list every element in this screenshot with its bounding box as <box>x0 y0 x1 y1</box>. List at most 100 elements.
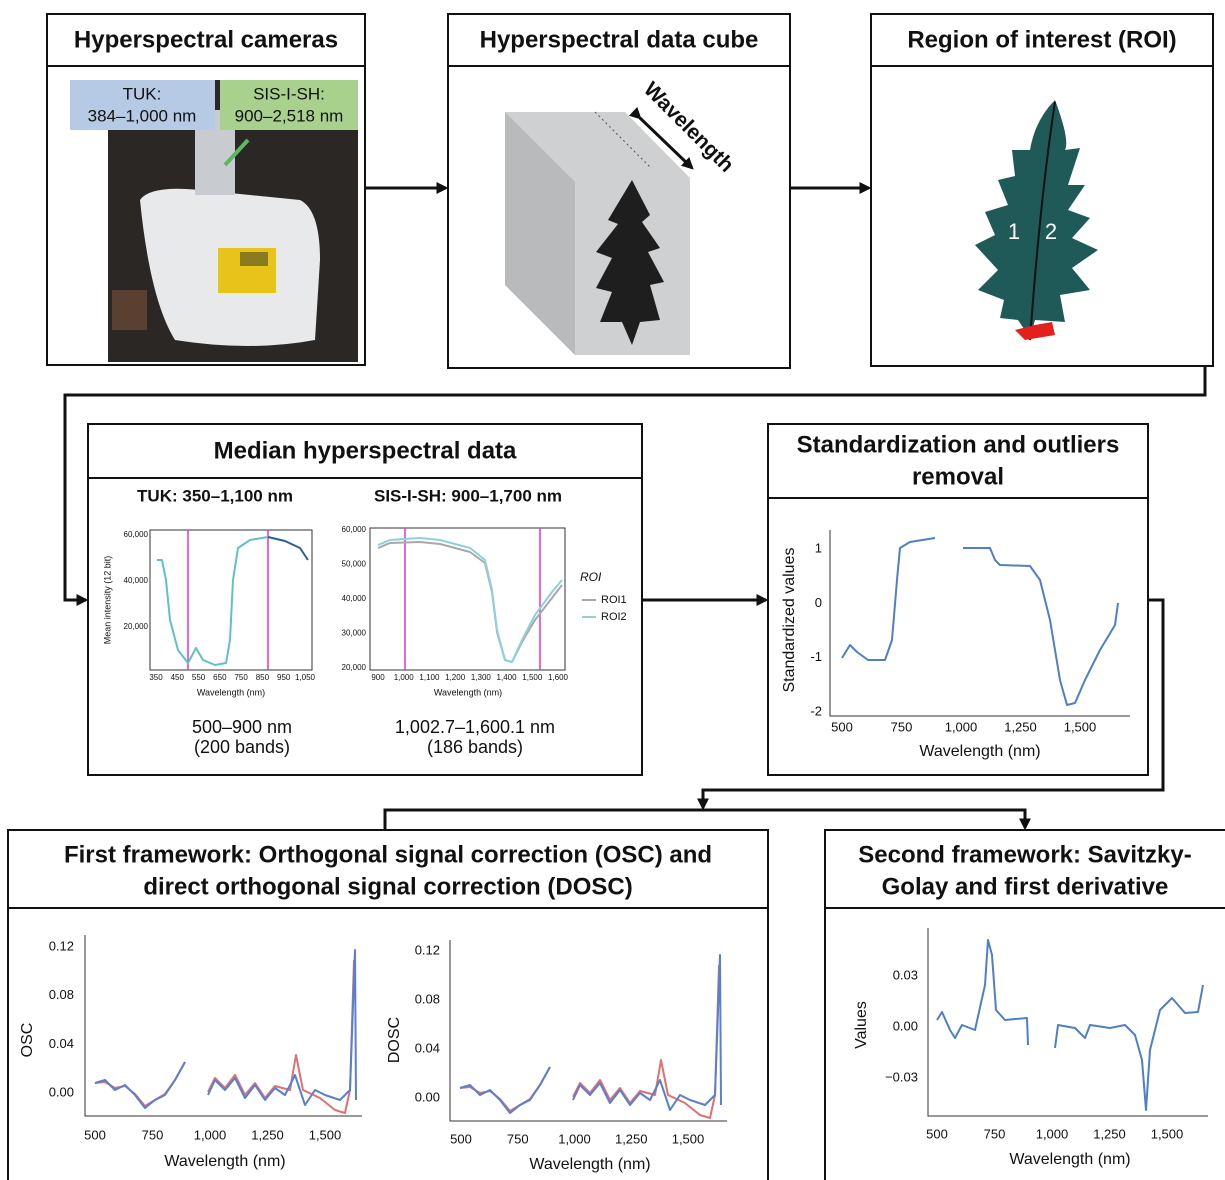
y-axis-label: Standardized values <box>781 548 798 693</box>
x-tick-label: 1,000 <box>945 719 978 734</box>
x-tick-label: 1,400 <box>497 673 518 682</box>
y-tick-label: -2 <box>810 703 822 718</box>
band-range: 500–900 nm <box>192 717 292 737</box>
x-tick-label: 500 <box>926 1126 948 1141</box>
callout-label: 900–2,518 nm <box>235 106 344 125</box>
panel-title: Hyperspectral cameras <box>74 26 338 53</box>
y-tick-label: 60,000 <box>342 525 367 534</box>
band-range: 1,002.7–1,600.1 nm <box>395 717 555 737</box>
callout-label: SIS-I-SH: <box>253 84 325 103</box>
y-tick-label: 1 <box>815 540 822 555</box>
callout-label: 384–1,000 nm <box>88 106 197 125</box>
x-tick-label: 1,250 <box>251 1127 284 1142</box>
y-tick-label: 0.00 <box>415 1089 440 1104</box>
y-tick-label: 50,000 <box>342 560 367 569</box>
y-tick-label: 0.04 <box>415 1040 440 1055</box>
legend-title: ROI <box>580 570 602 584</box>
y-tick-label: 0.12 <box>49 938 74 953</box>
legend-entry: ROI2 <box>601 611 627 623</box>
x-tick-label: 1,600 <box>548 673 569 682</box>
x-axis-label: Wavelength (nm) <box>529 1156 650 1173</box>
x-axis-label: Wavelength (nm) <box>197 687 265 697</box>
x-tick-label: 900 <box>371 673 385 682</box>
x-tick-label: 650 <box>213 673 227 682</box>
x-tick-label: 500 <box>450 1131 472 1146</box>
y-tick-label: 40,000 <box>124 576 149 585</box>
y-axis-label: OSC <box>19 1023 36 1058</box>
y-axis-label: DOSC <box>386 1017 403 1063</box>
x-tick-label: 1,100 <box>419 673 440 682</box>
panel-first-framework: First framework: Orthogonal signal corre… <box>8 830 768 1180</box>
y-tick-label: 0.08 <box>415 991 440 1006</box>
x-tick-label: 1,500 <box>672 1131 705 1146</box>
panel-title: Golay and first derivative <box>882 873 1169 900</box>
region-label: 2 <box>1045 219 1057 244</box>
figure: Hyperspectral cameras TUK: 384–1,000 nm … <box>0 0 1225 1180</box>
x-axis-label: Wavelength (nm) <box>919 743 1040 760</box>
x-tick-label: 1,500 <box>522 673 543 682</box>
x-tick-label: 750 <box>234 673 248 682</box>
x-tick-label: 1,250 <box>1004 719 1037 734</box>
panel-title: Hyperspectral data cube <box>480 26 759 53</box>
x-tick-label: 1,300 <box>471 673 492 682</box>
panel-title: removal <box>912 463 1004 490</box>
x-tick-label: 1,000 <box>558 1131 591 1146</box>
y-tick-label: 60,000 <box>124 530 149 539</box>
x-tick-label: 750 <box>984 1126 1006 1141</box>
x-tick-label: 450 <box>171 673 185 682</box>
panel-title: First framework: Orthogonal signal corre… <box>64 841 712 868</box>
legend-entry: ROI1 <box>601 594 627 606</box>
x-tick-label: 1,000 <box>194 1127 227 1142</box>
x-tick-label: 1,250 <box>1093 1126 1126 1141</box>
x-tick-label: 850 <box>256 673 270 682</box>
y-tick-label: 40,000 <box>342 594 367 603</box>
x-tick-label: 500 <box>84 1127 106 1142</box>
x-tick-label: 500 <box>831 719 853 734</box>
plot-subtitle: SIS-I-SH: 900–1,700 nm <box>374 486 562 505</box>
x-tick-label: 750 <box>142 1127 164 1142</box>
panel-cameras: Hyperspectral cameras TUK: 384–1,000 nm … <box>47 14 365 365</box>
x-tick-label: 1,500 <box>1151 1126 1184 1141</box>
panel-data-cube: Hyperspectral data cube Wavelength <box>448 14 790 368</box>
x-axis-label: Wavelength (nm) <box>164 1153 285 1170</box>
y-tick-label: 20,000 <box>342 663 367 672</box>
y-tick-label: 0.00 <box>49 1084 74 1099</box>
y-tick-label: 0.03 <box>893 967 918 982</box>
x-axis-label: Wavelength (nm) <box>434 687 502 697</box>
x-tick-label: 550 <box>192 673 206 682</box>
y-tick-label: 0.08 <box>49 987 74 1002</box>
y-tick-label: 30,000 <box>342 629 367 638</box>
x-tick-label: 350 <box>149 673 163 682</box>
y-tick-label: 0.12 <box>415 942 440 957</box>
x-tick-label: 1,250 <box>615 1131 648 1146</box>
x-tick-label: 1,000 <box>1036 1126 1069 1141</box>
x-tick-label: 950 <box>277 673 291 682</box>
y-tick-label: −0.03 <box>885 1069 918 1084</box>
y-tick-label: 0.00 <box>893 1018 918 1033</box>
y-tick-label: 20,000 <box>124 622 149 631</box>
panel-title: Region of interest (ROI) <box>907 26 1176 53</box>
x-tick-label: 750 <box>891 719 913 734</box>
y-axis-label: Mean intensity (12 bit) <box>102 556 112 645</box>
y-tick-label: 0.04 <box>49 1036 74 1051</box>
x-tick-label: 1,200 <box>445 673 466 682</box>
x-tick-label: 750 <box>507 1131 529 1146</box>
x-tick-label: 1,500 <box>309 1127 342 1142</box>
x-tick-label: 1,000 <box>394 673 415 682</box>
panel-title: direct orthogonal signal correction (DOS… <box>143 873 632 900</box>
y-axis-label: Values <box>853 1001 870 1049</box>
region-label: 1 <box>1008 219 1020 244</box>
panel-title: Standardization and outliers <box>797 431 1120 458</box>
panel-roi: Region of interest (ROI) 1 2 <box>871 14 1213 366</box>
panel-title: Median hyperspectral data <box>214 437 517 464</box>
panel-title: Second framework: Savitzky- <box>858 841 1191 868</box>
x-axis-label: Wavelength (nm) <box>1009 1151 1130 1168</box>
callout-label: TUK: <box>123 84 162 103</box>
band-count: (200 bands) <box>194 737 290 757</box>
x-tick-label: 1,500 <box>1064 719 1097 734</box>
y-tick-label: 0 <box>815 595 822 610</box>
x-tick-label: 1,050 <box>295 673 316 682</box>
y-tick-label: -1 <box>810 649 822 664</box>
band-count: (186 bands) <box>427 737 523 757</box>
plot-subtitle: TUK: 350–1,100 nm <box>137 486 293 505</box>
